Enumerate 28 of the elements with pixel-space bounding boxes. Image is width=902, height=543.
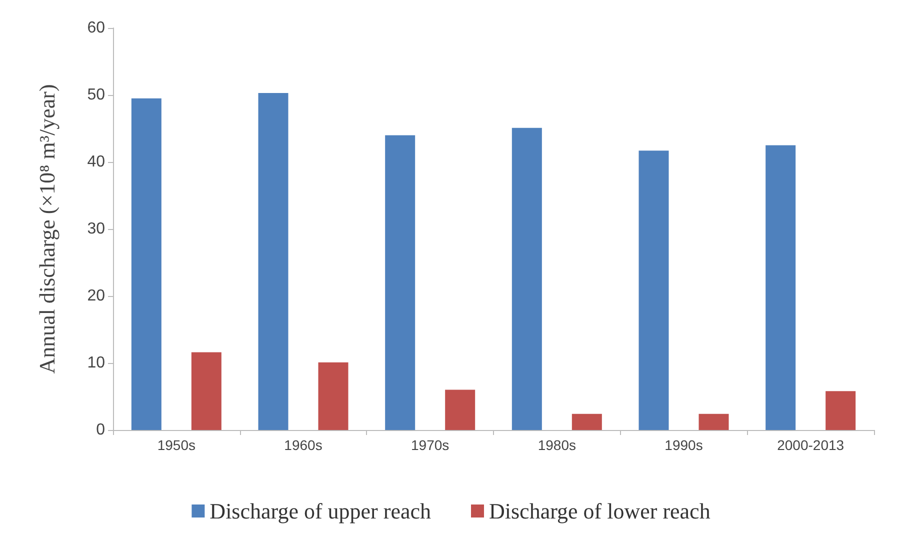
- bar: [698, 414, 729, 430]
- x-tick-label: 2000-2013: [777, 437, 844, 453]
- x-tick-label: 1990s: [664, 437, 703, 453]
- bar: [385, 135, 416, 430]
- x-tick-label: 1970s: [411, 437, 450, 453]
- bar: [766, 145, 796, 430]
- y-tick-label: 50: [87, 86, 106, 104]
- bar: [445, 390, 476, 430]
- bar: [826, 391, 856, 430]
- x-tick-label: 1960s: [284, 437, 322, 453]
- bar: [258, 92, 288, 430]
- y-tick-label: 0: [96, 422, 106, 438]
- y-axis-title: Annual discharge (×10⁸ m³/year): [34, 84, 60, 374]
- y-tick-label: 20: [87, 288, 106, 304]
- bar: [572, 414, 602, 430]
- bar: [512, 128, 542, 430]
- y-tick-label: 30: [87, 220, 106, 238]
- bar: [318, 362, 348, 430]
- x-tick-label: 1980s: [538, 437, 576, 453]
- bar: [131, 98, 162, 430]
- y-tick-label: 10: [87, 354, 106, 372]
- y-tick-label: 40: [87, 154, 106, 170]
- bar: [638, 150, 669, 430]
- legend-label: Discharge of lower reach: [489, 498, 710, 524]
- x-tick-label: 1950s: [157, 437, 196, 453]
- bar: [191, 352, 222, 430]
- legend-label: Discharge of upper reach: [210, 498, 432, 524]
- y-tick-label: 60: [87, 20, 106, 36]
